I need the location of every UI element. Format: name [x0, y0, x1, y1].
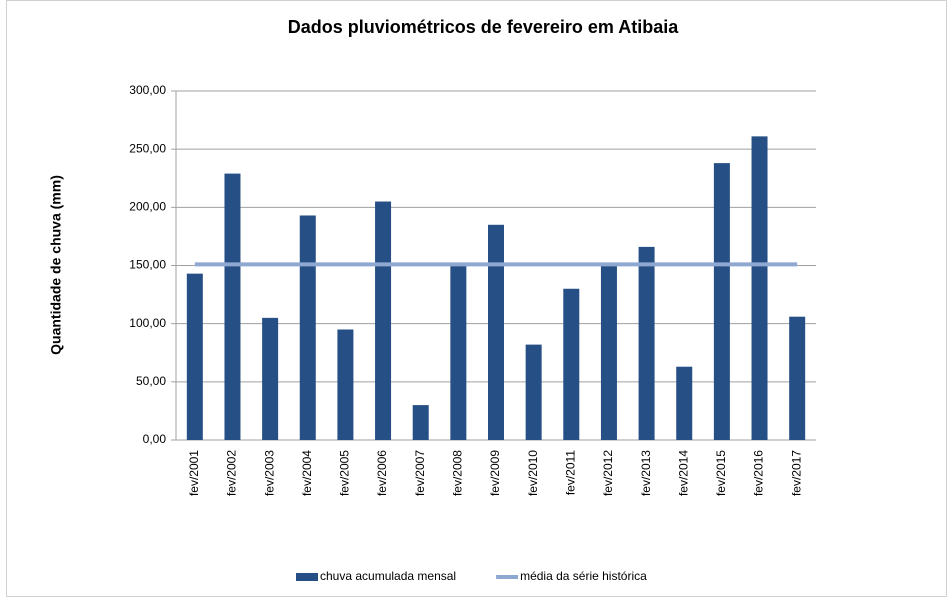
bar — [600, 264, 617, 440]
chart-title: Dados pluviométricos de fevereiro em Ati… — [288, 17, 679, 37]
y-tick-label: 150,00 — [129, 258, 166, 272]
y-tick-label: 0,00 — [143, 432, 167, 446]
bar — [412, 405, 429, 440]
x-tick-label: fev/2012 — [601, 450, 615, 496]
chart-border — [6, 0, 947, 597]
bar — [563, 288, 580, 440]
legend-label: chuva acumulada mensal — [320, 569, 456, 583]
bar — [751, 136, 768, 440]
bar — [262, 317, 279, 440]
x-tick-label: fev/2011 — [563, 450, 577, 495]
x-tick-label: fev/2006 — [375, 450, 389, 496]
x-tick-label: fev/2008 — [451, 450, 465, 496]
x-tick-label: fev/2007 — [413, 450, 427, 496]
y-tick-label: 100,00 — [129, 316, 166, 330]
bar — [789, 316, 806, 440]
bar — [375, 201, 392, 440]
bar — [224, 173, 241, 440]
y-tick-label: 50,00 — [136, 374, 166, 388]
bar — [676, 366, 693, 440]
x-tick-label: fev/2003 — [262, 450, 276, 496]
x-tick-label: fev/2010 — [526, 450, 540, 496]
bar — [713, 163, 730, 441]
bar — [186, 273, 203, 440]
y-axis-label: Quantidade de chuva (mm) — [48, 175, 64, 355]
bar — [525, 344, 542, 440]
y-tick-label: 300,00 — [129, 83, 166, 97]
bar — [337, 329, 354, 440]
x-tick-label: fev/2004 — [300, 450, 314, 496]
x-tick-label: fev/2009 — [488, 450, 502, 496]
y-tick-label: 250,00 — [129, 141, 166, 155]
x-tick-label: fev/2016 — [752, 450, 766, 496]
bar — [488, 224, 504, 440]
x-tick-label: fev/2005 — [338, 450, 352, 496]
x-tick-label: fev/2001 — [187, 450, 201, 496]
bar — [638, 246, 655, 440]
bar — [299, 215, 316, 440]
legend-swatch — [296, 573, 318, 581]
x-tick-label: fev/2015 — [714, 450, 728, 496]
x-tick-label: fev/2002 — [225, 450, 239, 496]
bar — [450, 265, 467, 440]
x-tick-label: fev/2014 — [676, 450, 690, 496]
y-tick-label: 200,00 — [129, 200, 166, 214]
x-tick-label: fev/2017 — [789, 450, 803, 496]
x-tick-label: fev/2013 — [639, 450, 653, 496]
legend-label: média da série histórica — [520, 569, 647, 583]
